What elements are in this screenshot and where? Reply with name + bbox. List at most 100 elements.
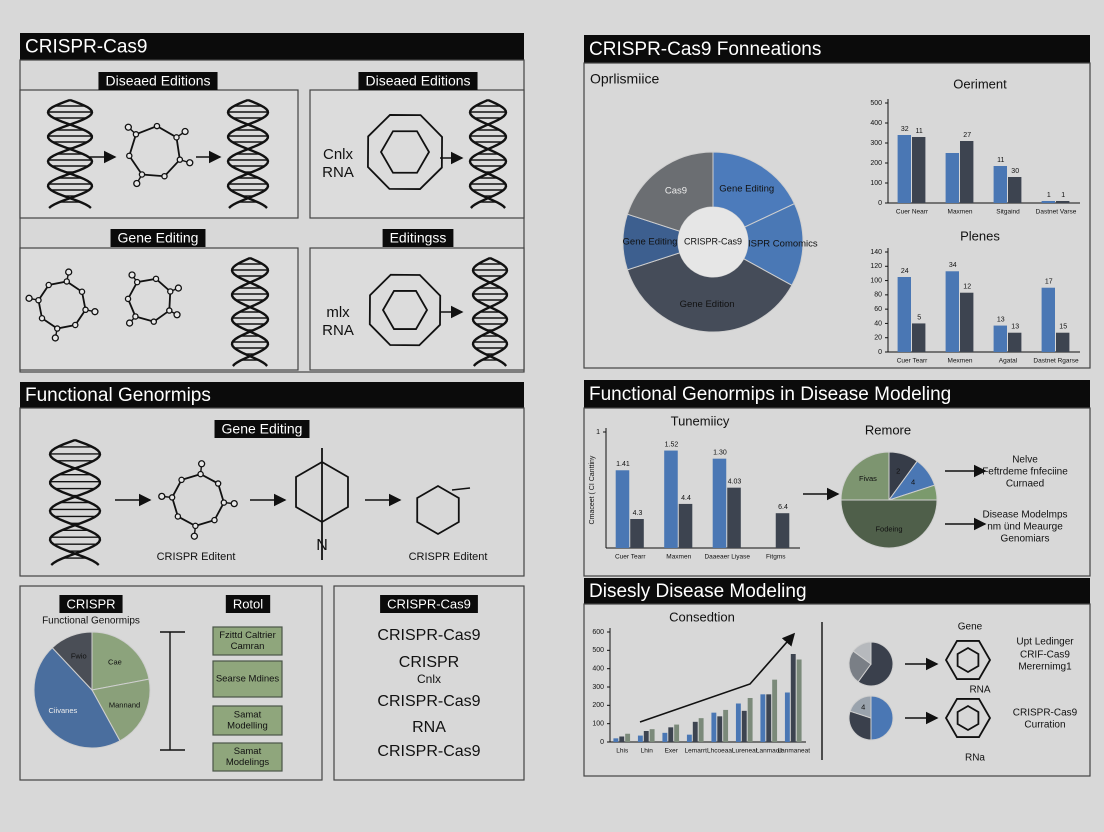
bar (637, 735, 643, 742)
bar-note: 4.03 (728, 479, 742, 486)
y-axis-label: Cmaceet ( CI Canttiny (589, 455, 596, 524)
dna-strand (226, 98, 270, 209)
label-box (214, 420, 310, 438)
title-bar (584, 380, 1090, 408)
label-box-text: Diseaed Editions (365, 73, 470, 89)
bar (993, 166, 1007, 203)
label: RNA (322, 322, 354, 339)
label: CRIF-Cas9 (1020, 650, 1070, 661)
bar (784, 692, 790, 742)
atom (91, 308, 99, 316)
label-box (98, 72, 218, 90)
molecule-ring (944, 698, 992, 738)
bar (897, 135, 911, 203)
pie-slice (840, 499, 938, 549)
x-tick-label: Lemarrt (685, 748, 708, 755)
atom (167, 288, 174, 295)
x-tick-label: Daaeaer Liyase (704, 554, 750, 561)
label: RNA (969, 685, 990, 696)
y-tick-label: 20 (874, 335, 882, 342)
molecule-ring (381, 290, 429, 330)
atom (153, 122, 161, 130)
dna-strand (46, 98, 94, 209)
green-box (212, 626, 283, 656)
slice-label: Gene Editing (623, 237, 678, 248)
panel (583, 407, 1091, 577)
atom (65, 268, 73, 276)
molecule-ring (368, 273, 442, 347)
atom (152, 275, 160, 283)
x-tick-label: Dastnet Varse (1036, 209, 1077, 216)
atom (128, 271, 136, 279)
slice-label: 4 (861, 702, 865, 711)
atom (45, 281, 52, 289)
bar (698, 718, 704, 742)
label: Cnlx (323, 146, 354, 163)
chart-title: Functional Genormips (42, 616, 140, 627)
bar (945, 271, 959, 352)
atom (181, 127, 189, 136)
atom (124, 123, 132, 131)
bar-note: 24 (901, 268, 909, 275)
atom (133, 179, 141, 188)
bar (717, 716, 723, 742)
section-title: Functional Genormips (25, 385, 211, 406)
y-tick-label: 500 (592, 647, 604, 654)
atom (72, 321, 79, 329)
pie-slice (849, 695, 872, 719)
x-tick-label: Mexmen (948, 358, 973, 365)
bar (630, 519, 644, 548)
green-box (212, 705, 283, 736)
atom (38, 315, 46, 322)
bar (678, 503, 693, 548)
pie-slice (848, 710, 872, 741)
y-tick-label: 1 (596, 429, 600, 436)
pie-slice (33, 647, 121, 749)
label-box-text: CRISPR-Cas9 (387, 596, 471, 611)
bar (674, 724, 680, 742)
pie-slice (848, 650, 872, 683)
bar (766, 694, 772, 742)
label: Oprlismiice (590, 71, 659, 87)
box-text: Modelling (227, 721, 268, 732)
bar (1056, 332, 1070, 352)
slice-label: Gene Edition (680, 299, 735, 310)
bar (1008, 332, 1022, 352)
label: Disease Modelmps (982, 510, 1067, 521)
bar (662, 732, 668, 742)
atom (176, 156, 184, 163)
molecule-ring (379, 130, 431, 174)
pie-slice (840, 451, 890, 501)
bar (912, 323, 926, 352)
x-tick-label: Cuer Tearr (897, 358, 928, 365)
bar-note: 4.3 (633, 510, 643, 517)
y-tick-label: 200 (592, 702, 604, 709)
bar (912, 137, 926, 203)
label: Gene (958, 622, 983, 633)
slice-label: 2 (896, 467, 900, 476)
label-box-text: CRISPR (66, 596, 115, 611)
title-bar (584, 578, 1090, 604)
box-text: Fzittd Caltrier (219, 630, 275, 641)
atom (51, 334, 59, 342)
bar (664, 450, 678, 548)
slice-label: Fivas (859, 474, 877, 483)
pie-slice (626, 151, 714, 232)
title-bar (20, 33, 524, 60)
bar-note: 1.52 (665, 441, 679, 448)
panel (333, 585, 525, 781)
list-item: RNA (412, 719, 446, 736)
atom (35, 296, 42, 304)
atom (82, 306, 89, 314)
atom (166, 307, 173, 314)
bar (613, 738, 619, 742)
bar (760, 694, 766, 742)
label: Genomiars (1001, 534, 1050, 545)
y-tick-label: 100 (592, 721, 604, 728)
label-box (225, 595, 271, 613)
panel (583, 62, 1091, 369)
atom (125, 319, 134, 327)
x-tick-label: Lhcoeaal (707, 748, 734, 755)
bar-note: 1.41 (616, 461, 630, 468)
pie-slice (852, 641, 872, 665)
